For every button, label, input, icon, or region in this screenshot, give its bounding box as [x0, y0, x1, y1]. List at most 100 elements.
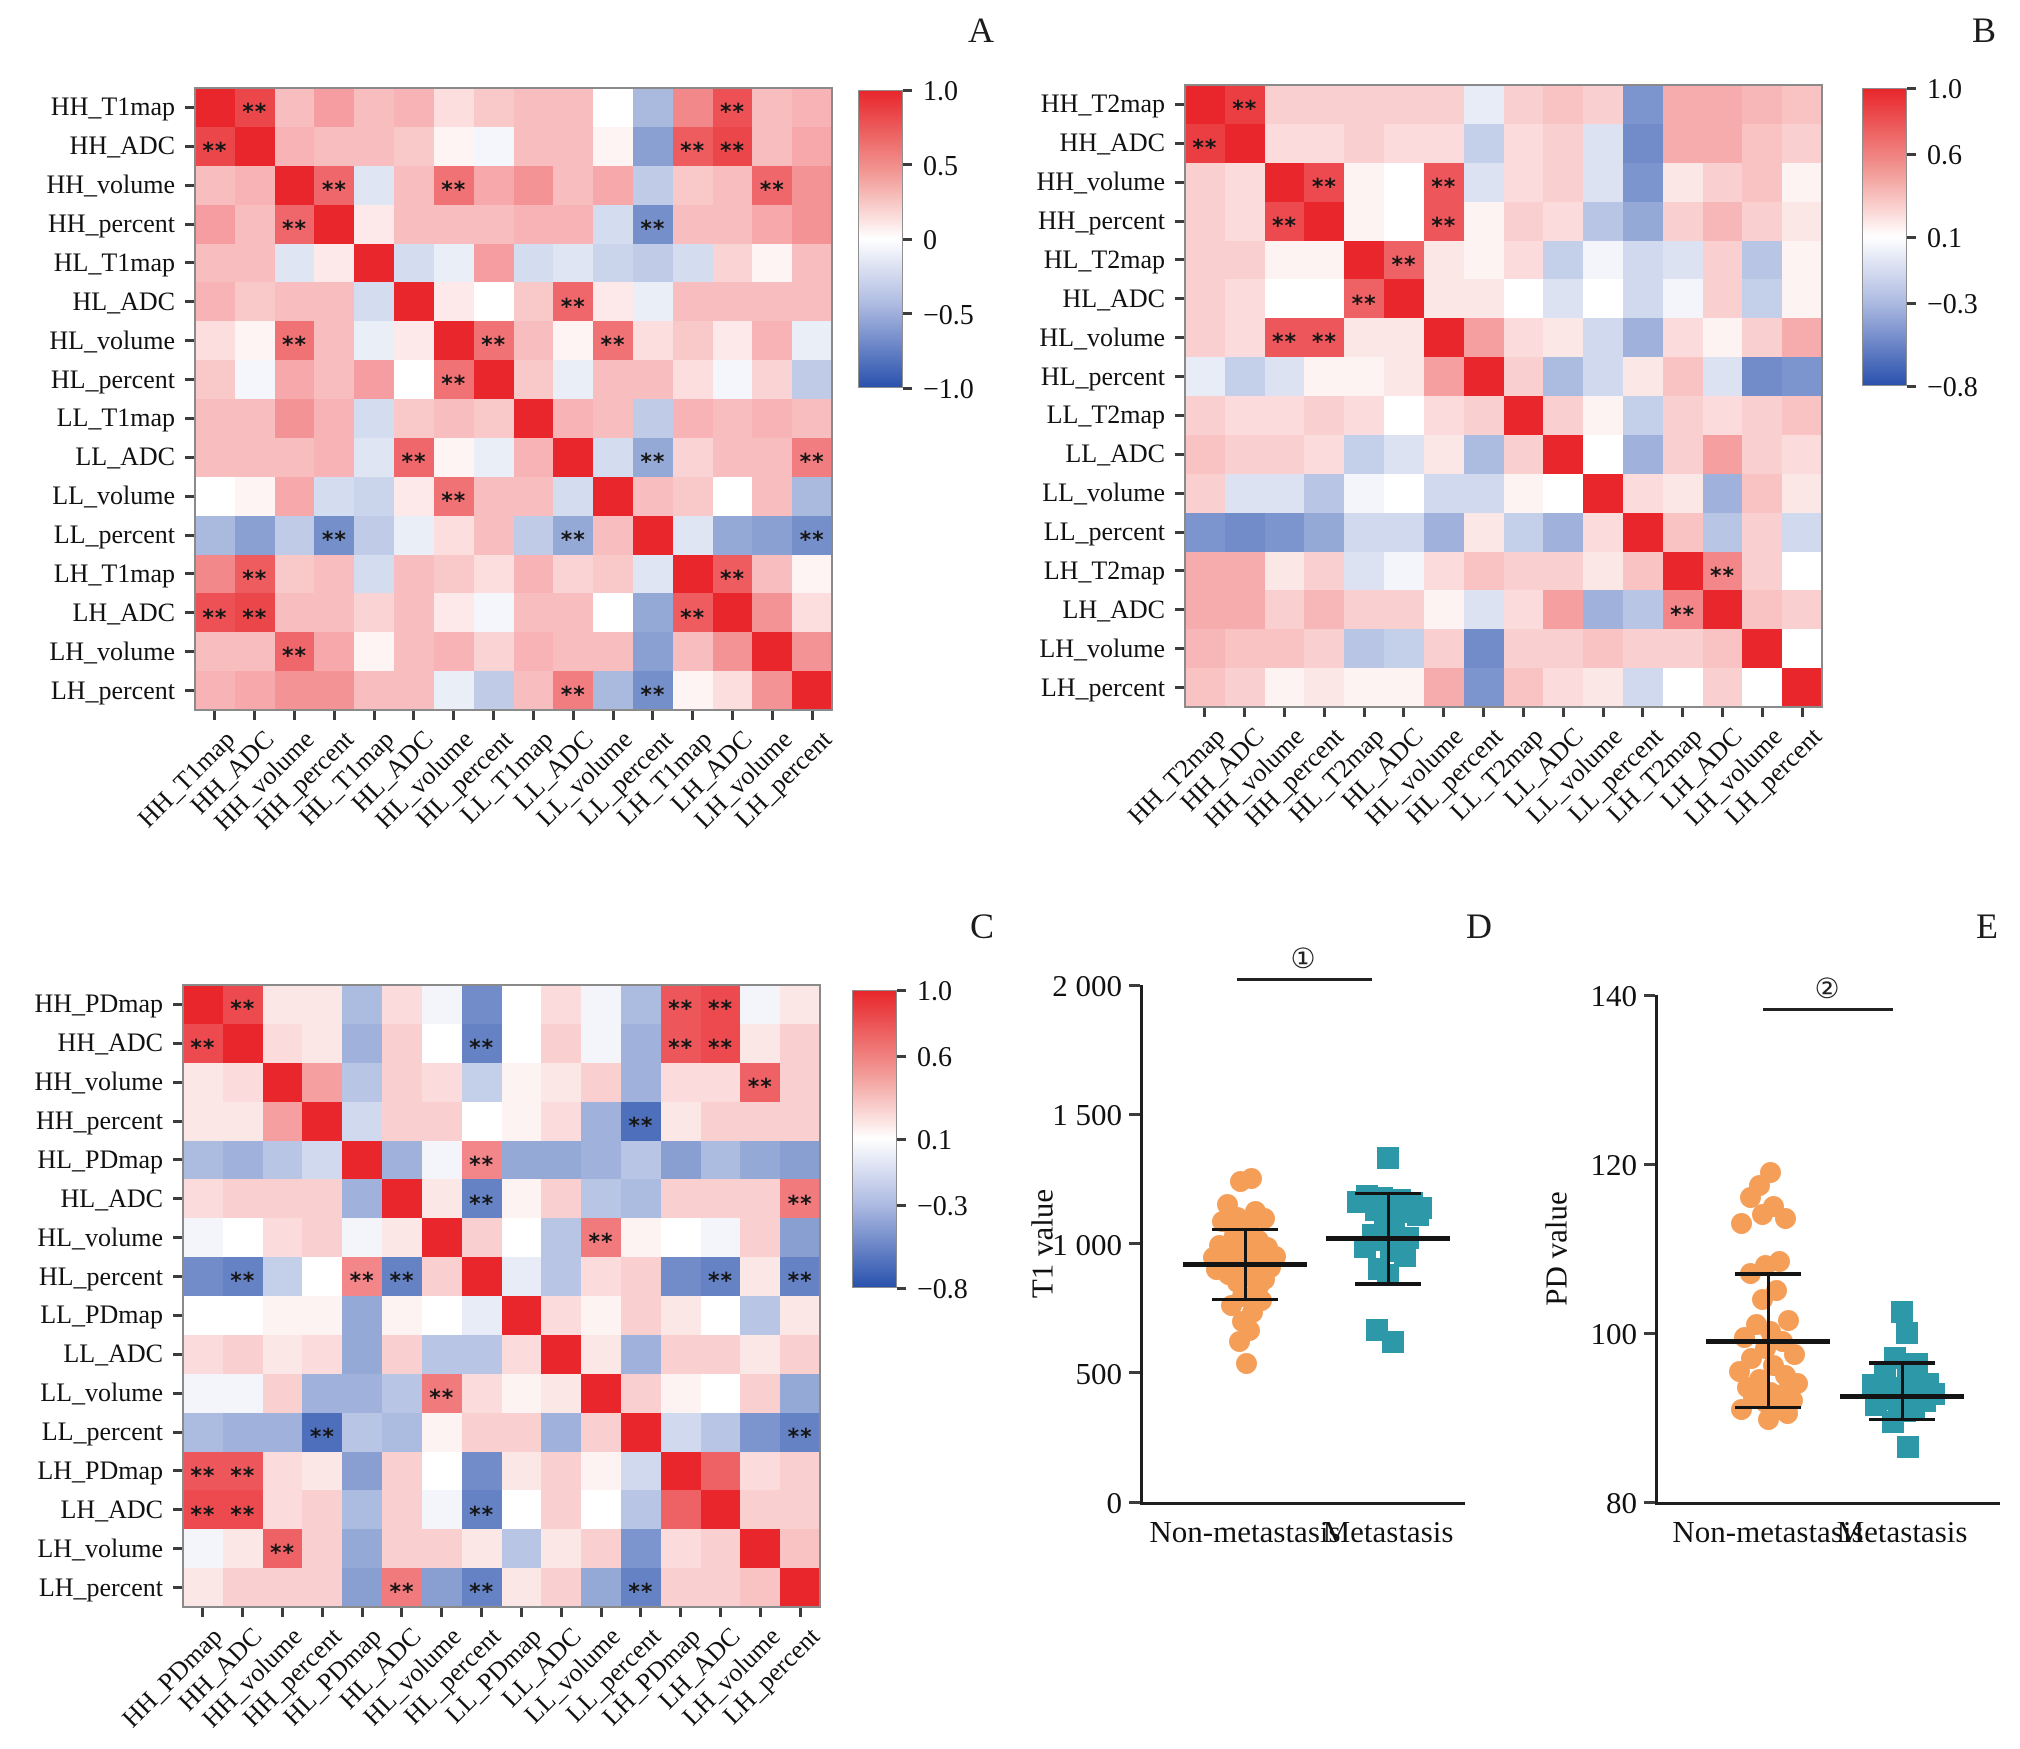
axis-tick — [173, 1158, 182, 1162]
heatmap-cell — [394, 88, 435, 128]
heatmap-cell — [1543, 318, 1584, 358]
heatmap-cell — [513, 321, 554, 361]
heatmap-cell — [553, 282, 594, 322]
axis-tick — [185, 455, 194, 459]
heatmap-cell — [553, 554, 594, 594]
heatmap-row-label: HH_volume — [1036, 167, 1165, 197]
heatmap-cell — [314, 204, 355, 245]
heatmap-cell — [234, 515, 276, 556]
colorbar-tick — [903, 163, 912, 166]
heatmap-cell — [1742, 201, 1783, 242]
mean-line — [1840, 1393, 1964, 1399]
heatmap-cell — [672, 476, 714, 517]
heatmap-cell — [354, 399, 395, 439]
error-bar-line — [1900, 1362, 1904, 1420]
heatmap-cell — [1423, 357, 1465, 397]
heatmap-cell — [672, 437, 714, 478]
heatmap-row-label: HH_ADC — [57, 1028, 163, 1058]
heatmap-cell — [234, 321, 276, 361]
heatmap-cell — [314, 515, 355, 556]
axis-tick — [173, 1352, 182, 1356]
heatmap-cell — [712, 632, 753, 672]
heatmap-cell — [1344, 357, 1385, 397]
heatmap-row-label: HL_volume — [49, 325, 175, 355]
heatmap-row-label: LL_percent — [53, 520, 175, 550]
heatmap-cell — [1702, 318, 1743, 358]
y-axis-tick — [1129, 1112, 1140, 1116]
heatmap-cell — [394, 360, 435, 400]
heatmap-cell — [593, 593, 634, 633]
heatmap-cell — [632, 282, 674, 322]
axis-tick — [1175, 530, 1184, 534]
mean-line — [1706, 1338, 1830, 1344]
heatmap-cell — [234, 88, 276, 128]
heatmap-cell — [1463, 279, 1505, 319]
axis-tick — [173, 1041, 182, 1045]
data-point-circle — [1774, 1208, 1796, 1230]
axis-tick — [1800, 708, 1804, 717]
heatmap-cell — [314, 632, 355, 672]
axis-tick — [173, 1236, 182, 1240]
colorbar — [858, 90, 903, 388]
heatmap-cell — [513, 476, 554, 517]
heatmap-cell — [274, 88, 316, 128]
heatmap-cell — [354, 204, 395, 245]
heatmap-cell — [234, 632, 276, 672]
panel-label-c: C — [970, 906, 995, 946]
heatmap-row-label: LH_T2map — [1043, 555, 1165, 585]
heatmap-row-label: LH_PDmap — [37, 1455, 163, 1485]
heatmap-cell — [712, 243, 753, 283]
heatmap-cell — [1782, 279, 1823, 319]
heatmap-cell — [1344, 318, 1385, 358]
heatmap-cell — [513, 165, 554, 206]
significance-marker: ** — [719, 566, 745, 592]
heatmap-cell — [712, 515, 753, 556]
colorbar-tick-label: 0.6 — [1927, 140, 1962, 172]
heatmap-cell — [792, 437, 833, 478]
panel-label-e: E — [1976, 906, 1998, 946]
heatmap-cell — [752, 515, 793, 556]
y-axis — [1140, 985, 1143, 1505]
heatmap-cell — [513, 554, 554, 594]
axis-tick — [770, 711, 774, 720]
axis-tick — [730, 711, 734, 720]
heatmap-cell — [593, 671, 634, 711]
heatmap-frame — [182, 984, 821, 1608]
heatmap-cell — [274, 165, 316, 206]
heatmap-cell — [632, 632, 674, 672]
colorbar-tick-label: 1.0 — [917, 976, 952, 1007]
heatmap-cell — [553, 204, 594, 245]
heatmap-cell — [1622, 123, 1664, 164]
heatmap-cell — [712, 88, 753, 128]
axis-tick — [173, 1002, 182, 1006]
axis-tick — [1362, 708, 1366, 717]
heatmap-cell — [792, 204, 833, 245]
heatmap-cell — [752, 321, 793, 361]
significance-marker: ** — [282, 216, 308, 242]
heatmap-cell — [473, 399, 515, 439]
heatmap-cell — [234, 671, 276, 711]
significance-marker: ** — [441, 488, 467, 514]
heatmap-cell — [553, 88, 594, 128]
significance-marker: ** — [282, 644, 308, 670]
heatmap-cell — [433, 671, 475, 711]
heatmap-cell — [1622, 240, 1664, 280]
error-bar-cap-top — [1355, 1191, 1421, 1196]
heatmap-cell — [1742, 240, 1783, 280]
axis-tick — [185, 339, 194, 343]
y-axis — [1655, 995, 1658, 1505]
heatmap-row-label: HL_ADC — [60, 1183, 163, 1213]
heatmap-cell — [752, 554, 793, 594]
heatmap-cell — [1224, 357, 1266, 397]
category-label: Metastasis — [1836, 1514, 1968, 1549]
axis-tick — [611, 711, 615, 720]
heatmap-cell — [672, 321, 714, 361]
axis-tick — [185, 300, 194, 304]
heatmap-cell — [314, 282, 355, 322]
heatmap-row-label: LL_ADC — [63, 1339, 163, 1369]
axis-tick — [1175, 141, 1184, 145]
heatmap-cell — [234, 165, 276, 206]
heatmap-cell — [473, 165, 515, 206]
heatmap-cell — [433, 554, 475, 594]
heatmap-cell — [1463, 240, 1505, 280]
